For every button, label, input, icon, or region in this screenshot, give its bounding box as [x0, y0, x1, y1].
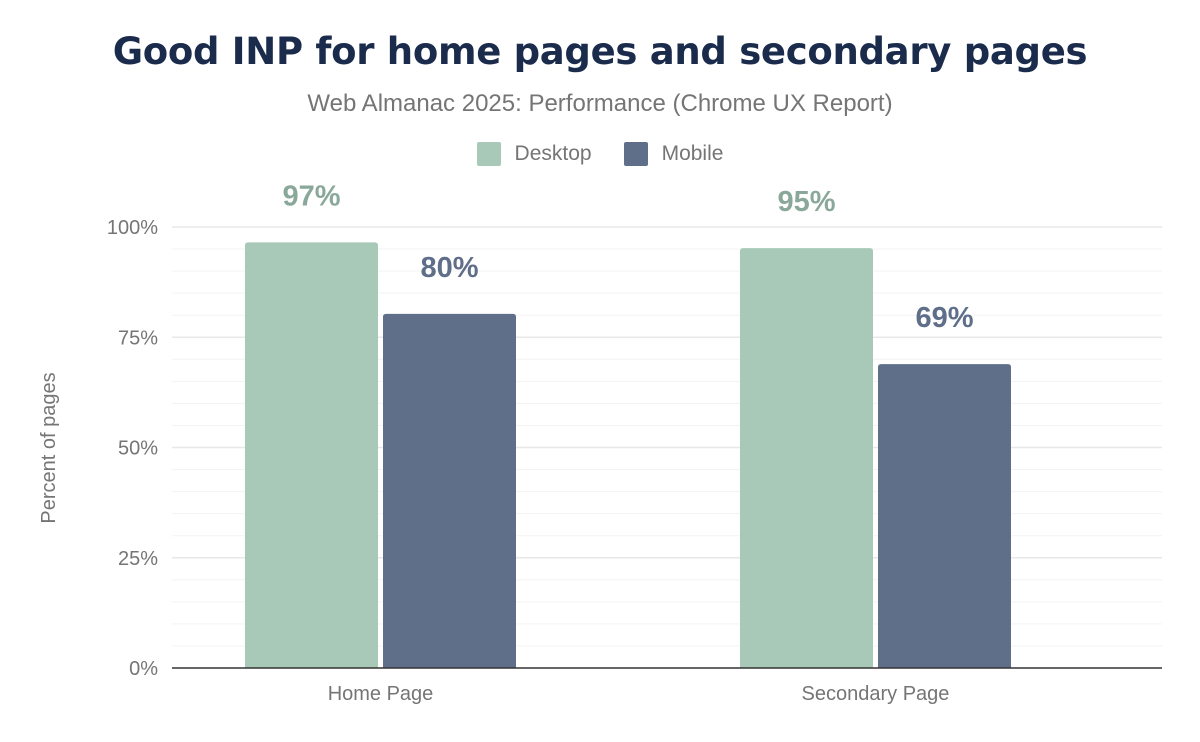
chart-subtitle: Web Almanac 2025: Performance (Chrome UX… — [307, 90, 893, 117]
y-tick-label: 100% — [107, 217, 158, 239]
x-tick-label: Secondary Page — [802, 683, 950, 705]
y-tick-label: 50% — [118, 438, 158, 460]
bar-desktop — [740, 248, 873, 668]
bar-mobile — [383, 313, 516, 668]
bar-desktop — [245, 242, 378, 668]
data-label: 97% — [282, 180, 340, 212]
data-label: 95% — [777, 186, 835, 218]
legend-label-desktop: Desktop — [514, 142, 592, 165]
legend-item-desktop[interactable]: Desktop — [476, 142, 592, 166]
y-tick-label: 75% — [118, 327, 158, 349]
legend: Desktop Mobile — [0, 142, 1200, 166]
data-label: 80% — [420, 252, 478, 284]
chart-title: Good INP for home pages and secondary pa… — [112, 30, 1088, 73]
legend-swatch-mobile — [623, 142, 648, 166]
data-label: 69% — [915, 302, 973, 334]
y-tick-label: 0% — [129, 658, 158, 680]
x-tick-label: Home Page — [328, 683, 434, 705]
legend-swatch-desktop — [476, 142, 501, 166]
y-axis-label: Percent of pages — [38, 372, 60, 523]
legend-label-mobile: Mobile — [661, 142, 724, 165]
legend-item-mobile[interactable]: Mobile — [623, 142, 724, 166]
y-tick-label: 25% — [118, 548, 158, 570]
bar-mobile — [878, 364, 1011, 668]
